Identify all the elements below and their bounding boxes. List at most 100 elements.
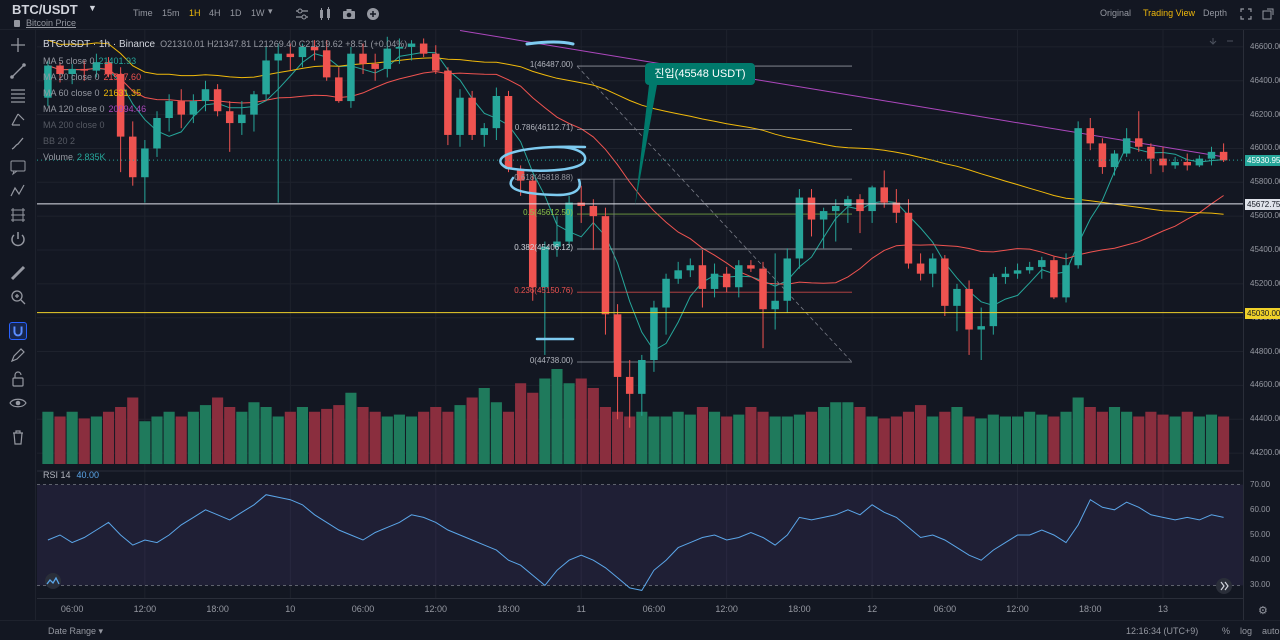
fib-level-label: 0.786(46112.71) [514,123,573,133]
legend-ma-120[interactable]: MA 120 close 0 20994.46 [43,101,407,117]
legend-bb[interactable]: BB 20 2 [43,133,407,149]
trendline-icon[interactable] [9,62,27,80]
legend-ma-60[interactable]: MA 60 close 0 21631.35 [43,85,407,101]
rsi-label: RSI 14 [43,470,71,480]
candle-body [432,53,440,71]
pitchfork-icon[interactable] [9,110,27,128]
price-tick-label: 44800.00 [1250,346,1280,356]
percent-toggle[interactable]: % [1222,626,1231,636]
legend-ma-200[interactable]: MA 200 close 0 [43,117,407,133]
crosshair-icon[interactable] [9,36,27,54]
rsi-legend[interactable]: RSI 14 40.00 [43,470,99,480]
draw-lock-pencil-icon[interactable] [9,346,27,364]
price-axis[interactable]: 46600.00 46400.00 46200.00 46000.00 45800.00… [1243,30,1280,620]
candle-body [238,114,246,124]
candle-body [68,68,76,74]
candle-body [322,50,331,78]
ruler-icon[interactable] [9,264,27,282]
add-icon[interactable] [366,7,380,21]
legend-ma-20[interactable]: MA 20 close 0 21587.60 [43,69,407,85]
candle-body [941,258,949,306]
candle-body [1062,265,1070,298]
ma-label: MA 20 close 0 [43,72,100,82]
double-chevron-right-icon [1220,581,1229,591]
price-tick-label: 46000.00 [1250,143,1280,153]
bitcoin-price-link[interactable]: Bitcoin Price [14,18,76,28]
ma-label: MA 5 close 0 [43,56,95,66]
zoom-in-icon[interactable] [9,288,27,306]
price-tick-label: 44600.00 [1250,380,1280,390]
volume-bar [1145,411,1157,464]
candle-body [989,277,998,327]
power-icon[interactable] [9,230,27,248]
volume-bar [1181,411,1193,464]
fullscreen-icon[interactable] [1240,8,1252,20]
time-tick-label: 06:00 [351,604,375,614]
chevron-down-icon[interactable]: ▾ [268,6,273,16]
lock-icon[interactable] [9,370,27,388]
tf-1d[interactable]: 1D [230,8,242,18]
candle-body [516,168,525,181]
candle-body [722,273,731,288]
volume-bar [1011,416,1024,464]
eye-icon[interactable] [9,394,27,412]
tab-original[interactable]: Original [1100,8,1132,18]
tf-15m[interactable]: 15m [162,8,180,18]
settings-gear-icon[interactable]: ⚙ [1258,605,1268,617]
time-tick-label: 13 [1157,604,1169,614]
legend-volume[interactable]: Volume 2.835K [43,149,407,165]
brush-icon[interactable] [9,134,27,152]
volume-bar [1036,414,1048,464]
candle-body [347,53,355,102]
popout-icon[interactable] [1262,8,1274,20]
fib-tool-icon[interactable] [9,206,27,224]
volume-bar [612,411,624,464]
legend-symbol: BTCUSDT · 1h · Binance [43,39,156,50]
volume-bar [781,416,793,464]
ma-value: 21631.35 [103,88,142,98]
tab-trading-view[interactable]: Trading View [1143,8,1196,18]
tf-4h[interactable]: 4H [209,8,221,18]
horizontal-lines-icon[interactable] [9,86,27,104]
candle-body [310,46,319,51]
camera-icon[interactable] [342,7,356,21]
text-note-icon[interactable] [9,158,27,176]
price-chart[interactable] [37,30,1243,620]
trash-icon[interactable] [9,428,27,446]
candle-body [250,94,258,115]
tf-time[interactable]: Time [133,8,153,18]
indicators-icon[interactable] [318,7,332,21]
rsi-tick-label: 30.00 [1250,580,1271,590]
fib-level-label: 0.382(45406.12) [514,242,573,252]
candle-body [759,268,767,310]
magnet-icon[interactable] [9,322,27,340]
date-range-button[interactable]: Date Range ▾ [48,626,104,636]
candlesticks [44,36,1228,428]
chevron-down-icon[interactable]: ▼ [88,3,97,13]
settings-sliders-icon[interactable] [295,7,309,21]
auto-toggle[interactable]: auto [1262,626,1280,636]
tab-depth[interactable]: Depth [1203,8,1228,18]
time-tick-label: 18:00 [1079,604,1102,614]
candle-body [44,65,52,98]
candle-body [419,43,428,54]
candle-body [819,211,828,220]
legend-ma-5[interactable]: MA 5 close 0 21401.93 [43,53,407,69]
candle-body [1098,143,1107,168]
time-axis[interactable]: 06:00 12:00 18:00 10 06:00 12:00 18:00 11 06:00 1… [37,598,1243,618]
volume-bar [1193,416,1205,464]
patterns-icon[interactable] [9,182,27,200]
tf-1w[interactable]: 1W [251,8,265,18]
volume-bar [842,402,854,464]
log-toggle[interactable]: log [1240,626,1253,636]
candle-body [165,101,173,118]
symbol-title[interactable]: BTC/USDT [12,2,78,17]
candle-body [638,360,646,394]
entry-callout[interactable]: 진입(45548 USDT) [645,63,755,85]
candle-body [1025,266,1034,271]
tf-1h[interactable]: 1H [189,8,201,18]
horizontal-lines[interactable] [37,159,1243,314]
legend-ohlc: O21310.01 H21347.81 L21269.40 C21319.62 … [160,39,408,49]
candle-body [213,89,222,112]
ma-label: MA 200 close 0 [43,120,105,130]
